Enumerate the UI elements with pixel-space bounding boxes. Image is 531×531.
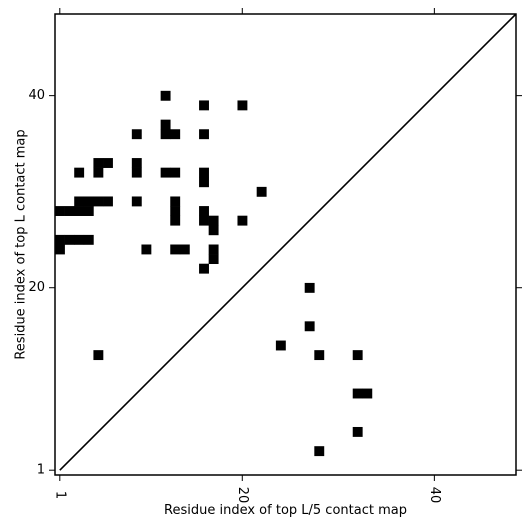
y-tick-label: 40: [28, 88, 45, 103]
contact-cell-top-l: [170, 215, 181, 226]
contact-cell-top-l: [74, 234, 85, 245]
x-tick-label: 40: [427, 487, 442, 504]
contact-cell-top-l: [93, 158, 104, 168]
contact-cell-top-l5: [314, 350, 325, 361]
contact-cell-top-l5: [352, 388, 363, 399]
contact-cell-top-l: [131, 167, 142, 178]
contact-cell-top-l: [208, 225, 219, 236]
contact-cell-top-l: [74, 196, 85, 207]
contact-cell-top-l: [55, 206, 65, 216]
contact-cell-top-l: [55, 234, 65, 245]
contact-cell-top-l: [237, 100, 248, 111]
contact-cell-top-l: [131, 158, 142, 168]
contact-cell-top-l5: [314, 446, 325, 457]
contact-cell-top-l5: [304, 321, 315, 332]
contact-cell-top-l: [199, 206, 209, 216]
contact-cell-top-l: [103, 196, 113, 207]
contact-cell-top-l: [170, 206, 181, 216]
contact-cell-top-l: [131, 129, 142, 140]
contact-cell-top-l: [160, 129, 171, 140]
contact-cell-top-l: [160, 119, 171, 130]
contact-cell-top-l: [256, 186, 267, 197]
contact-cell-top-l: [74, 167, 85, 178]
contact-cell-top-l: [170, 244, 181, 255]
contact-cell-top-l: [83, 196, 94, 207]
contact-cell-top-l: [208, 244, 219, 255]
x-axis-label: Residue index of top L/5 contact map: [164, 503, 407, 518]
axis-ticks: 1 20 40 1 20 40: [28, 8, 522, 503]
contact-cell-top-l: [199, 100, 209, 111]
y-axis-label: Residue index of top L contact map: [14, 129, 29, 359]
contact-cell-top-l: [237, 215, 248, 226]
contact-cell-top-l5: [352, 426, 363, 437]
contact-cell-top-l: [64, 234, 75, 245]
contact-cell-top-l: [170, 167, 181, 178]
contact-cell-top-l: [103, 158, 113, 168]
contact-cell-top-l: [93, 196, 104, 207]
contact-cell-top-l: [199, 263, 209, 274]
contact-cell-top-l: [74, 206, 85, 216]
contact-cell-top-l: [83, 206, 94, 216]
contact-cell-top-l: [93, 167, 104, 178]
contact-cell-top-l: [55, 244, 65, 255]
contact-cell-top-l5: [304, 282, 315, 293]
plot-frame: [54, 13, 517, 476]
contact-cell-top-l: [170, 196, 181, 207]
contact-cell-top-l: [141, 244, 152, 255]
diagonal-line: [59, 13, 517, 471]
x-tick-label: 1: [52, 491, 67, 499]
contact-cell-top-l: [179, 244, 190, 255]
contact-cell-top-l: [170, 129, 181, 140]
contact-cell-top-l: [199, 129, 209, 140]
contact-cell-top-l: [208, 254, 219, 265]
contact-cell-top-l: [208, 215, 219, 226]
contact-cell-top-l: [199, 177, 209, 188]
contact-cell-top-l: [160, 167, 171, 178]
x-tick-label: 20: [235, 487, 250, 504]
contact-cells: [55, 90, 373, 457]
contact-cell-top-l: [199, 167, 209, 178]
contact-cell-top-l5: [352, 350, 363, 361]
y-tick-label: 1: [37, 463, 45, 478]
contact-cell-top-l: [131, 196, 142, 207]
y-tick-label: 20: [28, 280, 45, 295]
contact-cell-top-l: [199, 215, 209, 226]
contact-cell-top-l5: [362, 388, 373, 399]
contact-cell-top-l: [64, 206, 75, 216]
contact-cell-top-l: [160, 90, 171, 101]
contact-cell-top-l5: [93, 350, 104, 361]
contact-cell-top-l: [83, 234, 94, 245]
contact-cell-top-l5: [275, 340, 286, 351]
